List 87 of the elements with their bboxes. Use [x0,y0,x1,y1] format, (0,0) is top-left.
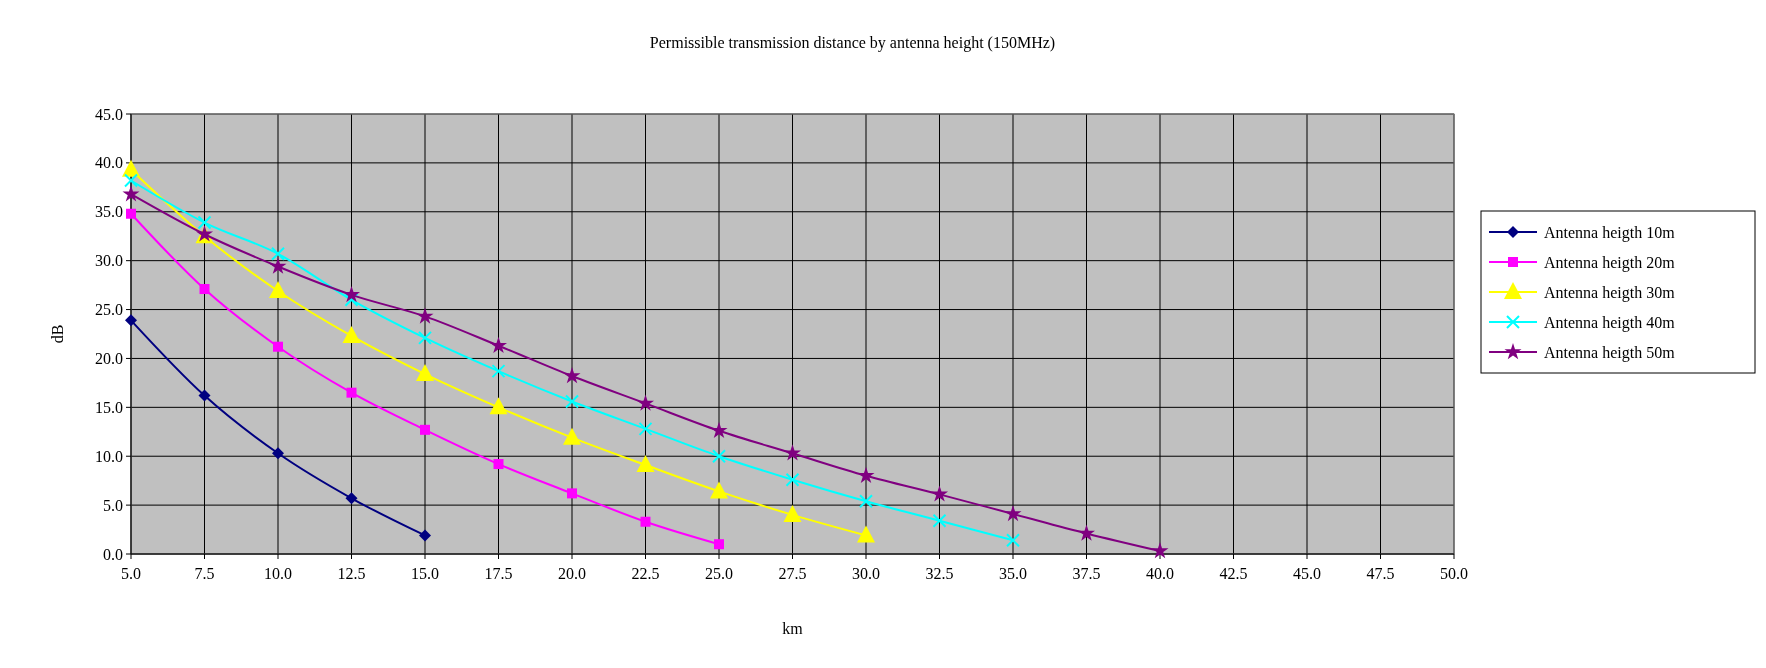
point [491,364,506,379]
point [342,285,361,303]
legend-label: Antenna heigth 40m [1544,313,1676,332]
point [712,449,726,464]
x-tick-label: 45.0 [1293,565,1321,582]
point [710,421,728,439]
point [636,394,655,411]
point [344,292,359,307]
x-tick-label: 35.0 [999,565,1027,582]
x-tick-label: 10.0 [264,565,292,582]
point [932,513,947,528]
x-tick-label: 40.0 [1146,565,1174,582]
x-tick-label: 22.5 [631,565,660,582]
x-tick-label: 42.5 [1219,565,1248,582]
point [930,485,949,502]
point [122,159,140,177]
point [489,336,508,353]
point [345,492,358,505]
y-tick-label: 40.0 [95,154,123,172]
point [197,215,212,230]
y-tick-label: 0.0 [103,545,123,563]
point [416,364,434,382]
legend-label: Antenna heigth 30m [1544,283,1676,302]
point [1077,524,1096,541]
point [416,307,434,324]
x-tick-label: 17.5 [484,565,513,582]
legend-label: Antenna heigth 10m [1544,223,1676,242]
point [640,516,651,527]
point [272,447,284,460]
y-tick-label: 20.0 [95,350,123,368]
x-tick-label: 12.5 [337,565,366,582]
point [419,529,431,542]
point [273,341,283,352]
point [420,424,430,435]
point [785,472,800,487]
point [493,459,504,470]
y-tick-label: 5.0 [103,496,123,514]
point [1004,504,1022,522]
point [783,444,802,461]
x-tick-label: 15.0 [411,565,439,582]
point [269,280,287,298]
x-tick-label: 37.5 [1072,565,1101,582]
x-tick-label: 32.5 [925,565,954,582]
point [122,185,140,202]
legend-label: Antenna heigth 20m [1544,253,1676,272]
y-tick-label: 35.0 [95,203,123,221]
point [269,257,287,274]
y-tick-label: 10.0 [95,447,123,465]
point [1151,542,1169,559]
y-tick-label: 45.0 [95,105,123,123]
x-tick-label: 20.0 [558,565,586,582]
x-tick-label: 27.5 [778,565,807,582]
chart-title: Permissible transmission distance by antenna height (150MHz) [649,34,1056,52]
point [783,504,802,522]
point [714,539,724,550]
point [489,397,508,415]
x-tick-label: 47.5 [1366,565,1395,582]
y-tick-label: 30.0 [95,252,123,270]
point [198,389,211,402]
point [859,494,873,509]
point [636,455,655,473]
point [1006,533,1020,548]
point [199,284,210,295]
point [563,427,581,445]
x-tick-label: 25.0 [705,565,733,582]
point [346,387,357,398]
point [710,481,728,499]
x-tick-label: 30.0 [852,565,880,582]
point [638,421,653,436]
y-tick-label: 25.0 [95,301,123,319]
point [418,330,432,345]
point [565,394,579,409]
x-tick-label: 7.5 [194,565,215,582]
point [563,367,581,384]
y-tick-label: 15.0 [95,398,123,416]
point [124,173,138,188]
x-tick-label: 5.0 [121,565,141,582]
point [857,525,875,543]
x-axis-title: km [782,620,804,637]
point [125,314,137,327]
y-axis-title: dB [49,324,66,344]
point [567,488,577,499]
point [342,325,361,343]
x-tick-label: 50.0 [1440,565,1468,582]
point [271,246,285,261]
point [126,208,136,219]
legend-label: Antenna heigth 50m [1544,343,1676,362]
